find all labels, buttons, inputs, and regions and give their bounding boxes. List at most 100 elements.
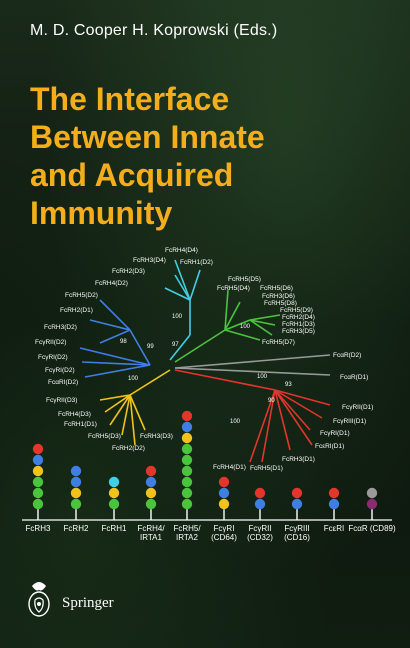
tree-label: FcRH5(D2) xyxy=(65,292,98,299)
bootstrap-value: 93 xyxy=(285,382,292,388)
publisher-name: Springer xyxy=(62,595,114,611)
tree-label: FcRH5(D4) xyxy=(217,285,250,292)
receptor-label: FcγRII (CD32) xyxy=(247,524,273,542)
bootstrap-value: 97 xyxy=(172,342,179,348)
domain-circle xyxy=(32,476,44,488)
domain-circle xyxy=(145,465,157,477)
domain-circle xyxy=(145,498,157,510)
tree-label: FcRH5(D9) xyxy=(280,307,313,314)
springer-horse-logo xyxy=(28,582,50,617)
domain-diagram xyxy=(22,410,392,521)
domain-circle xyxy=(32,465,44,477)
domain-circle xyxy=(145,476,157,488)
domain-circle xyxy=(70,498,82,510)
domain-circle xyxy=(366,498,378,510)
editors-line: M. D. Cooper H. Koprowski (Eds.) xyxy=(30,22,278,39)
domain-circle xyxy=(32,454,44,466)
receptor-label: FcRH4/ IRTA1 xyxy=(137,524,165,542)
tree-label: FcRH1(D3) xyxy=(282,321,315,328)
domain-circle xyxy=(32,487,44,499)
domain-circle xyxy=(181,432,193,444)
bootstrap-value: 90 xyxy=(268,398,275,404)
tree-label: FcRH5(D1) xyxy=(250,465,283,472)
tree-label: FcRH4(D4) xyxy=(165,247,198,254)
bootstrap-value: 98 xyxy=(120,339,127,345)
domain-circle xyxy=(181,487,193,499)
tree-label: FcRH2(D4) xyxy=(282,314,315,321)
domain-circle xyxy=(181,410,193,422)
domain-circle xyxy=(181,465,193,477)
tree-label: FcRH2(D1) xyxy=(60,307,93,314)
tree-label: FcRH5(D5) xyxy=(228,276,261,283)
bootstrap-value: 100 xyxy=(240,324,251,330)
bootstrap-value: 100 xyxy=(128,376,139,382)
receptor-label: FcαR (CD89) xyxy=(348,524,396,533)
tree-label: FcγRI(D2) xyxy=(45,367,75,374)
receptor-label: FcRH3 xyxy=(25,524,51,533)
domain-circle xyxy=(291,487,303,499)
domain-circle xyxy=(254,487,266,499)
bootstrap-value: 100 xyxy=(257,374,268,380)
domain-circle xyxy=(291,498,303,510)
tree-label: FcRH3(D1) xyxy=(282,456,315,463)
domain-circle xyxy=(218,487,230,499)
receptor-label: FcγRIII (CD16) xyxy=(284,524,310,542)
tree-label: FcRH3(D5) xyxy=(282,328,315,335)
domain-circle xyxy=(145,487,157,499)
domain-circle xyxy=(32,443,44,455)
book-title: The Interface Between Innate and Acquire… xyxy=(30,80,400,232)
domain-circle xyxy=(181,421,193,433)
domain-circle xyxy=(32,498,44,510)
title-line-2: Between Innate xyxy=(30,119,265,155)
receptor-label: FcεRI xyxy=(323,524,345,533)
tree-label: FcRH5(D8) xyxy=(264,300,297,307)
tree-label: FcRH3(D6) xyxy=(262,293,295,300)
bootstrap-value: 100 xyxy=(230,419,241,425)
tree-label: FcγRI(D2) xyxy=(38,354,68,361)
domain-circle xyxy=(70,465,82,477)
tree-label: FcRH4(D2) xyxy=(95,280,128,287)
tree-label: FcαRI(D2) xyxy=(48,379,78,386)
phylogenetic-tree: FcRH4(D4) FcRH3(D4) FcRH1(D2) FcRH2(D3) … xyxy=(35,247,373,472)
tree-label: FcγRII(D1) xyxy=(342,404,373,411)
domain-circle xyxy=(328,498,340,510)
tree-label: FcαR(D2) xyxy=(333,352,361,359)
domain-circle xyxy=(108,476,120,488)
tree-label: FcRH3(D4) xyxy=(133,257,166,264)
domain-circle xyxy=(70,487,82,499)
bootstrap-value: 100 xyxy=(172,314,183,320)
receptor-label: FcRH2 xyxy=(63,524,89,533)
tree-label: FcRH4(D1) xyxy=(213,464,246,471)
tree-label: FcRH4(D3) xyxy=(58,411,91,418)
tree-label: FcαR(D1) xyxy=(340,374,368,381)
receptor-label: FcRH5/ IRTA2 xyxy=(173,524,201,542)
domain-circle xyxy=(254,498,266,510)
tree-label: FcRH3(D3) xyxy=(140,433,173,440)
domain-circle xyxy=(218,498,230,510)
tree-label: FcγRII(D2) xyxy=(35,339,66,346)
tree-label: FcRH3(D2) xyxy=(44,324,77,331)
tree-label: FcRH5(D3) xyxy=(88,433,121,440)
domain-circle xyxy=(70,476,82,488)
domain-circle xyxy=(181,476,193,488)
domain-circle xyxy=(181,454,193,466)
title-line-3: and Acquired xyxy=(30,157,234,193)
tree-label: FcRH2(D2) xyxy=(112,445,145,452)
tree-label: FcRH5(D7) xyxy=(262,339,295,346)
domain-circle xyxy=(181,498,193,510)
tree-label: FcγRI(D1) xyxy=(320,430,350,437)
tree-label: FcRH5(D6) xyxy=(260,285,293,292)
domain-circle xyxy=(366,487,378,499)
domain-circle xyxy=(108,498,120,510)
domain-circle xyxy=(181,443,193,455)
receptor-label: FcRH1 xyxy=(101,524,127,533)
tree-label: FcγRIII(D1) xyxy=(333,418,366,425)
title-line-4: Immunity xyxy=(30,195,173,231)
domain-circle xyxy=(108,487,120,499)
tree-label: FcRH1(D1) xyxy=(64,421,97,428)
tree-label: FcRH2(D3) xyxy=(112,268,145,275)
receptor-label: FcγRI (CD64) xyxy=(211,524,237,542)
tree-label: FcRH1(D2) xyxy=(180,259,213,266)
title-line-1: The Interface xyxy=(30,81,230,117)
